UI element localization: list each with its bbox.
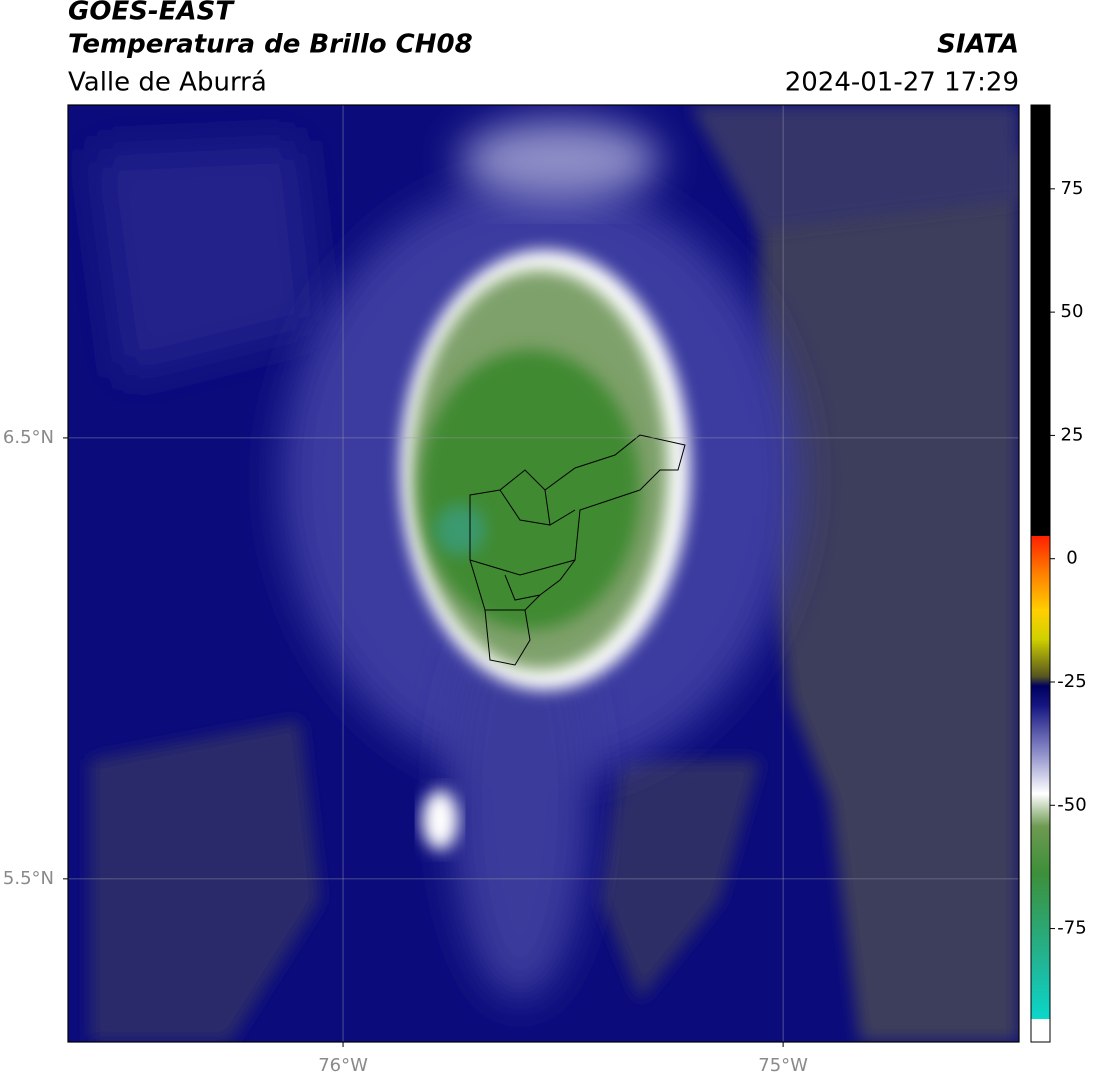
colorbar-tick-label: 50 — [1061, 301, 1084, 322]
subtitle: Temperatura de Brillo CH08 — [68, 30, 473, 60]
source: SIATA — [937, 30, 1019, 60]
title: GOES-EAST — [68, 0, 235, 27]
map-frame — [67, 104, 1020, 1043]
colorbar-under — [1031, 1019, 1050, 1042]
colorbar-tick-label: 75 — [1061, 178, 1084, 199]
grid — [68, 105, 1019, 1042]
x-tick-label: 75°W — [758, 1055, 808, 1076]
colorbar — [1031, 105, 1050, 1042]
colorbar-tick-label: -25 — [1057, 671, 1086, 692]
y-tick-label: 5.5°N — [3, 868, 54, 889]
colorbar-frame — [1030, 104, 1051, 1043]
datetime: 2024-01-27 17:29 — [785, 68, 1019, 98]
x-tick-label: 76°W — [318, 1055, 368, 1076]
colorbar-tick-label: -75 — [1057, 918, 1086, 939]
colorbar-tick-label: 0 — [1066, 548, 1077, 569]
location: Valle de Aburrá — [68, 68, 267, 98]
y-tick-label: 6.5°N — [3, 427, 54, 448]
colorbar-tick-label: 25 — [1061, 424, 1084, 445]
colorbar-tick-label: -50 — [1057, 794, 1086, 815]
satellite-image — [68, 105, 1019, 1042]
